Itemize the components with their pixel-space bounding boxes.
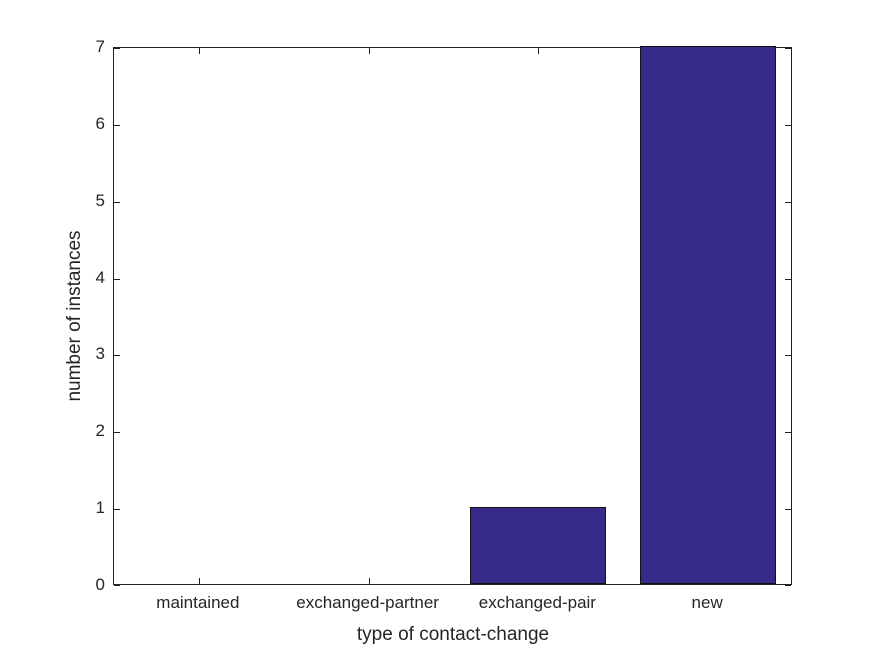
y-tick-left [114, 202, 120, 203]
y-axis-label: number of instances [64, 230, 85, 402]
x-tick-bottom [199, 578, 200, 584]
y-tick-right [785, 202, 791, 203]
x-tick-label: exchanged-pair [478, 593, 596, 612]
y-tick-label: 7 [95, 37, 105, 56]
x-tick-label: new [691, 593, 723, 612]
y-tick-left [114, 279, 120, 280]
y-tick-right [785, 355, 791, 356]
y-tick-label: 3 [95, 344, 105, 364]
x-tick-top [538, 48, 539, 54]
bar-new [640, 46, 776, 584]
y-tick-right [785, 279, 791, 280]
y-tick-right [785, 509, 791, 510]
x-tick-top [369, 48, 370, 54]
y-tick-right [785, 585, 791, 586]
y-tick-left [114, 585, 120, 586]
x-tick-top [199, 48, 200, 54]
y-tick-label: 5 [95, 190, 105, 210]
y-tick-left [114, 125, 120, 126]
y-tick-right [785, 125, 791, 126]
y-tick-left [114, 355, 120, 356]
y-tick-right [785, 432, 791, 433]
y-tick-label: 6 [95, 113, 105, 133]
y-tick-label: 4 [95, 267, 105, 287]
y-tick-left [114, 509, 120, 510]
y-tick-label: 0 [95, 575, 105, 594]
bar-exchanged-pair [470, 507, 606, 584]
y-tick-left [114, 48, 120, 49]
x-tick-label: exchanged-partner [296, 593, 439, 612]
x-tick-label: maintained [156, 593, 240, 612]
y-tick-right [785, 48, 791, 49]
y-tick-label: 2 [95, 421, 105, 441]
x-axis-label: type of contact-change [356, 624, 550, 645]
y-tick-label: 1 [95, 498, 105, 518]
plot-area [113, 46, 792, 586]
y-tick-left [114, 432, 120, 433]
x-tick-bottom [369, 578, 370, 584]
